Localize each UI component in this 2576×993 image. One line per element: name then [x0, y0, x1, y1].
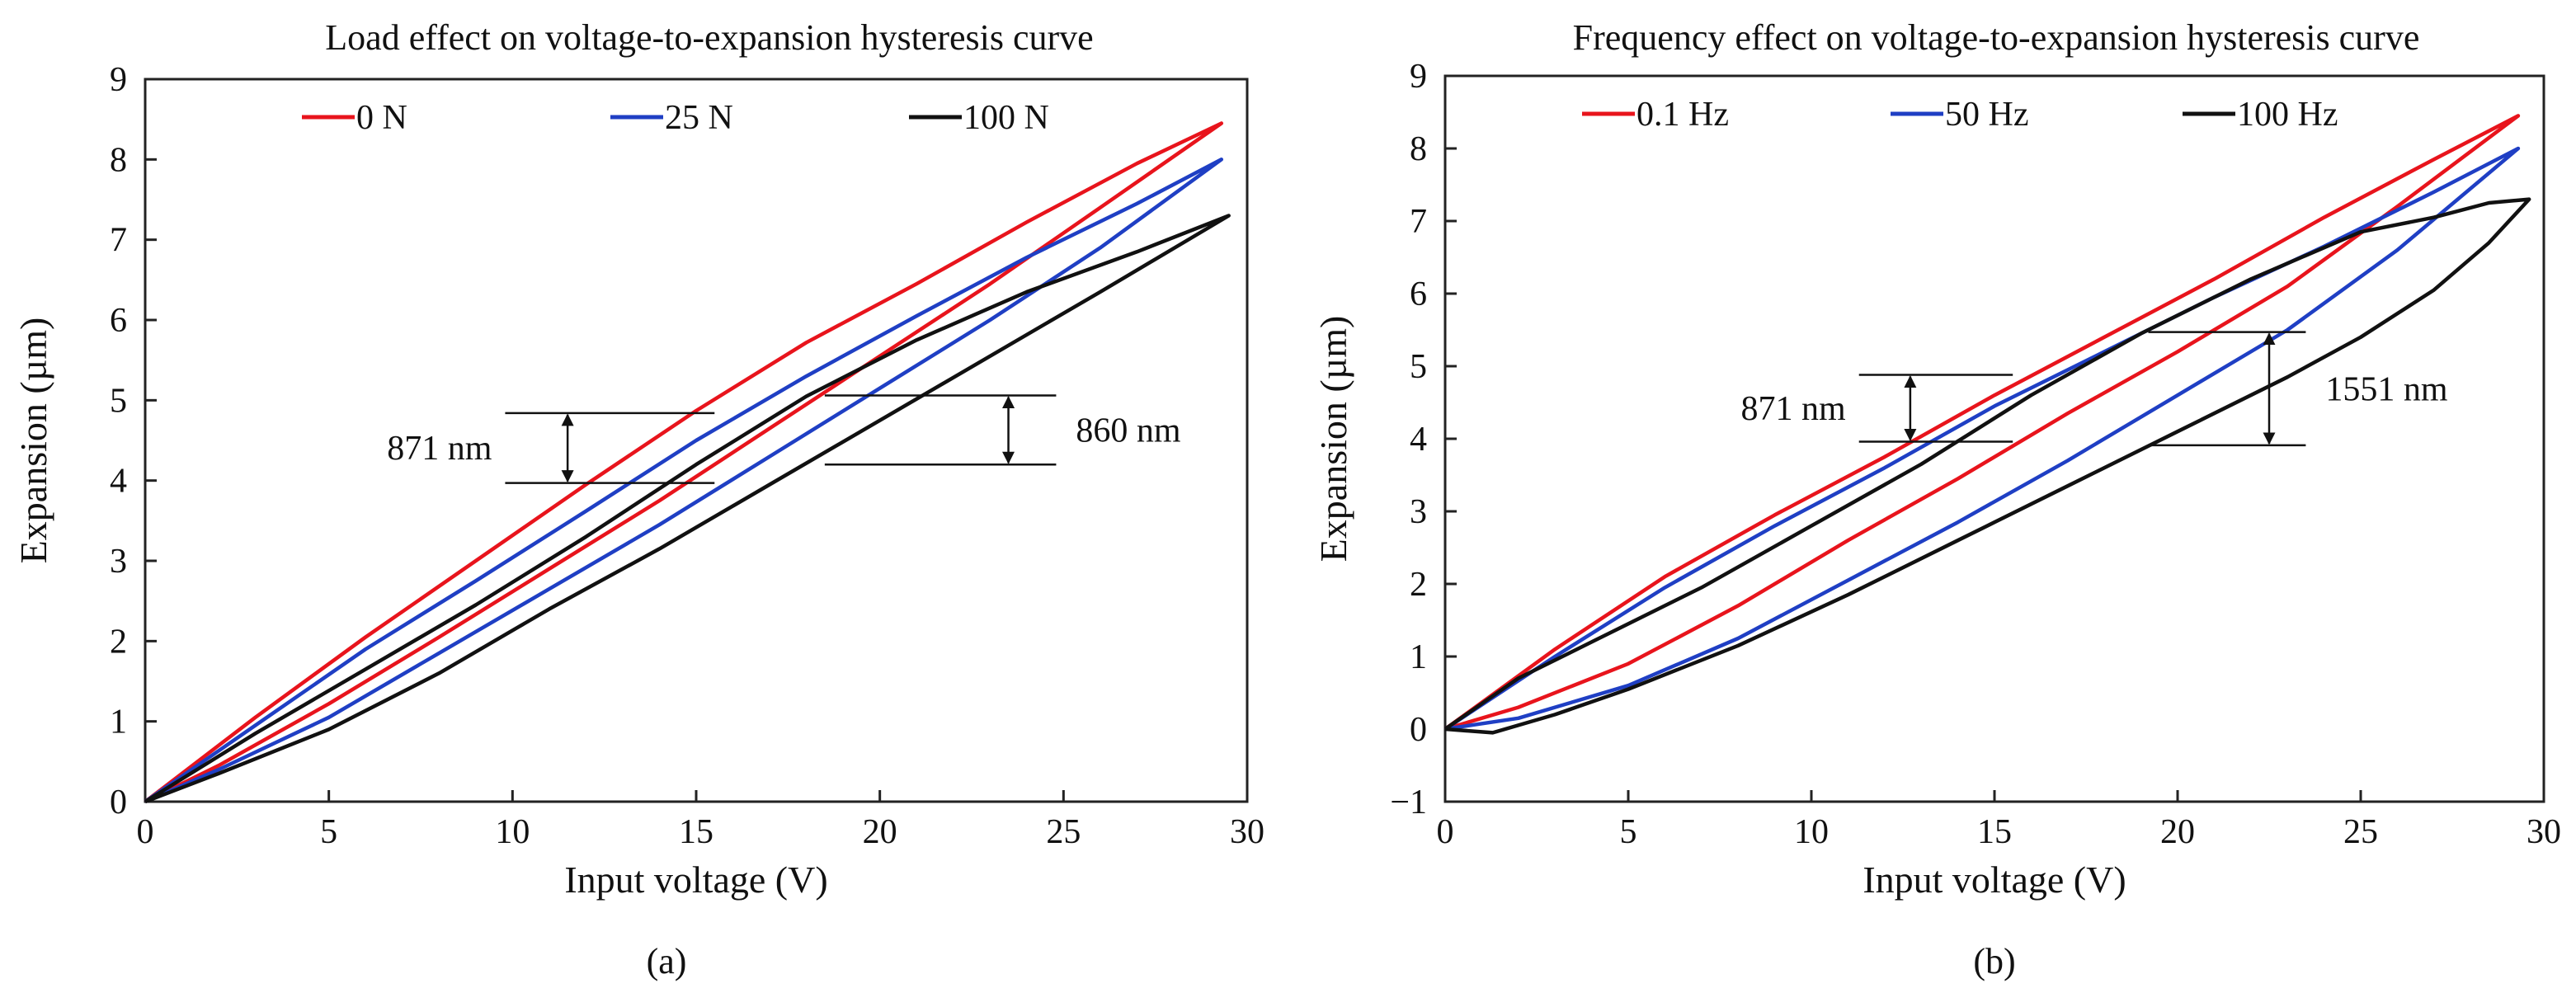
chart-panel-a: Load effect on voltage-to-expansion hyst…: [12, 17, 1264, 981]
series-line-25-n: [144, 158, 1224, 804]
x-tick-label: 10: [495, 813, 530, 851]
legend-label: 100 N: [963, 99, 1049, 137]
y-tick-label: 4: [1410, 421, 1427, 459]
y-tick-label: −1: [1390, 784, 1427, 821]
y-tick-label: 2: [110, 623, 127, 661]
x-tick-label: 0: [137, 813, 154, 851]
y-tick-label: 2: [1410, 566, 1427, 604]
x-tick-label: 5: [320, 813, 337, 851]
series-line-0-n: [144, 121, 1224, 804]
series-line-0-1-hz: [1443, 114, 2521, 732]
y-tick-label: 9: [1410, 58, 1427, 96]
y-tick-label: 3: [1410, 493, 1427, 531]
y-tick-label: 8: [1410, 130, 1427, 168]
y-tick-label: 5: [1410, 348, 1427, 386]
y-tick-label: 7: [110, 222, 127, 260]
x-tick-label: 5: [1620, 813, 1637, 851]
y-tick-label: 6: [110, 302, 127, 340]
x-tick-label: 0: [1437, 813, 1454, 851]
series-line-50-hz: [1443, 146, 2521, 732]
annotation-label: 871 nm: [387, 430, 492, 468]
x-tick-label: 25: [2343, 813, 2378, 851]
y-tick-label: 4: [110, 463, 127, 501]
legend-label: 25 N: [665, 99, 733, 137]
x-tick-label: 30: [2527, 813, 2561, 851]
x-tick-label: 15: [1977, 813, 2012, 851]
y-tick-label: 8: [110, 141, 127, 179]
x-tick-label: 25: [1046, 813, 1081, 851]
annotation-label: 860 nm: [1076, 412, 1181, 449]
subfigure-caption: (a): [647, 941, 687, 981]
x-tick-label: 15: [679, 813, 713, 851]
series-line-100-n: [144, 214, 1231, 804]
x-tick-label: 20: [2160, 813, 2195, 851]
y-tick-label: 1: [110, 704, 127, 741]
chart-title: Frequency effect on voltage-to-expansion…: [1573, 17, 2420, 58]
legend-label: 100 Hz: [2237, 96, 2338, 134]
legend-label: 0.1 Hz: [1636, 96, 1729, 134]
y-axis-label: Expansion (µm): [1312, 316, 1354, 562]
y-tick-label: 0: [110, 784, 127, 821]
x-tick-label: 10: [1794, 813, 1829, 851]
y-tick-label: 7: [1410, 203, 1427, 241]
chart-title: Load effect on voltage-to-expansion hyst…: [325, 17, 1093, 58]
y-tick-label: 6: [1410, 275, 1427, 313]
subfigure-caption: (b): [1973, 941, 2015, 981]
y-tick-label: 3: [110, 543, 127, 581]
series-line-100-hz: [1443, 197, 2531, 735]
y-tick-label: 9: [110, 61, 127, 99]
x-axis-label: Input voltage (V): [564, 859, 827, 901]
y-tick-label: 0: [1410, 711, 1427, 749]
x-axis-label: Input voltage (V): [1863, 859, 2126, 901]
legend-label: 50 Hz: [1945, 96, 2028, 134]
annotation-label: 871 nm: [1741, 390, 1847, 428]
y-axis-label: Expansion (µm): [12, 318, 54, 564]
annotation-label: 1551 nm: [2325, 370, 2448, 408]
chart-panel-b: Frequency effect on voltage-to-expansion…: [1312, 17, 2561, 981]
legend-label: 0 N: [356, 99, 407, 137]
y-tick-label: 5: [110, 382, 127, 420]
x-tick-label: 20: [863, 813, 897, 851]
x-tick-label: 30: [1230, 813, 1264, 851]
y-tick-label: 1: [1410, 638, 1427, 676]
